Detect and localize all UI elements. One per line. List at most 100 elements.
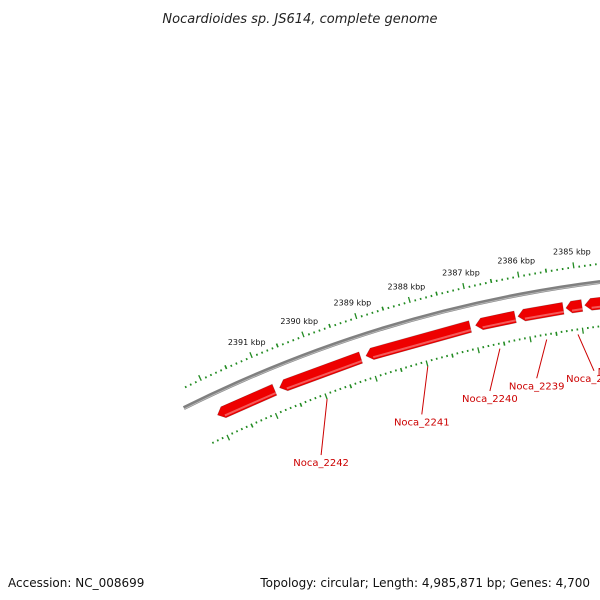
minor-tick	[328, 323, 332, 329]
major-tick	[324, 393, 328, 400]
minor-tick	[184, 385, 187, 389]
minor-tick	[544, 268, 548, 273]
minor-tick	[555, 331, 558, 336]
minor-tick	[339, 387, 342, 391]
major-tick	[425, 360, 429, 367]
major-tick	[581, 327, 584, 334]
minor-tick	[369, 377, 372, 380]
gene-noca-2242[interactable]	[279, 351, 363, 392]
minor-tick	[430, 294, 433, 298]
minor-tick	[441, 292, 444, 295]
minor-tick	[323, 327, 326, 330]
minor-tick	[376, 309, 379, 313]
gene-track	[217, 294, 600, 419]
scale-label: 2391 kbp	[228, 338, 266, 347]
minor-tick	[384, 372, 387, 375]
gene-label-noca-2241[interactable]: Noca_2241	[394, 417, 450, 428]
minor-tick	[209, 373, 213, 377]
label-leader-line	[421, 366, 429, 415]
minor-tick	[482, 346, 485, 349]
major-tick	[374, 375, 378, 382]
minor-tick	[211, 441, 215, 444]
accession-text: Accession: NC_008699	[8, 576, 144, 590]
gene-noca-2237[interactable]	[584, 294, 600, 311]
minor-tick	[410, 364, 413, 368]
minor-tick	[405, 366, 408, 369]
scale-label: 2390 kbp	[280, 317, 318, 326]
minor-tick	[235, 430, 239, 433]
gene-partial-shade	[224, 392, 277, 417]
major-tick	[249, 352, 253, 359]
gene-noca-2241[interactable]	[365, 320, 472, 360]
minor-tick	[309, 398, 312, 402]
minor-tick	[451, 353, 454, 358]
gene-labels: Noca_2234Noca_2235Noca_2237Noca_2238Noca…	[293, 334, 600, 469]
scale-label: 2386 kbp	[497, 257, 535, 266]
minor-tick	[260, 351, 264, 354]
minor-tick	[240, 360, 243, 363]
gene-label-noca-2240[interactable]: Noca_2240	[462, 394, 518, 405]
minor-tick	[350, 318, 353, 321]
map-title: Nocardioides sp. JS614, complete genome	[162, 12, 437, 27]
minor-tick	[403, 302, 406, 305]
gene-noca-2240[interactable]	[475, 310, 517, 331]
minor-tick	[286, 341, 290, 344]
minor-tick	[371, 311, 374, 315]
gene-label-noca-2242[interactable]: Noca_2242	[293, 458, 349, 469]
minor-tick	[204, 376, 208, 379]
minor-tick	[221, 436, 224, 440]
gene-noca-2242-shade	[286, 359, 363, 390]
label-leader-line	[489, 348, 501, 392]
gene-noca-2239[interactable]	[517, 302, 565, 322]
minor-tick	[281, 343, 284, 346]
major-tick	[517, 271, 520, 278]
minor-tick	[318, 329, 321, 332]
major-tick	[226, 434, 231, 441]
minor-tick	[334, 389, 337, 392]
minor-tick	[284, 408, 287, 412]
major-tick	[274, 412, 279, 419]
minor-tick	[379, 374, 382, 377]
scale-label: 2385 kbp	[553, 248, 591, 257]
minor-tick	[387, 306, 390, 310]
label-leader-line	[536, 339, 548, 379]
gene-label-noca-2239[interactable]: Noca_2239	[509, 381, 565, 392]
minor-tick	[430, 358, 433, 362]
gene-noca-2238-shade	[571, 308, 583, 312]
minor-tick	[389, 370, 392, 374]
gene-partial[interactable]	[217, 383, 278, 419]
minor-tick	[471, 348, 474, 351]
minor-tick	[214, 371, 218, 374]
minor-tick	[344, 320, 347, 323]
minor-tick	[216, 439, 219, 442]
minor-tick	[271, 347, 274, 350]
minor-tick	[240, 427, 244, 431]
minor-tick	[366, 313, 369, 316]
backbone-highlight	[183, 282, 600, 410]
gene-noca-2240-shade	[482, 319, 517, 329]
major-tick	[462, 282, 465, 290]
minor-tick	[292, 339, 295, 342]
scale-label: 2389 kbp	[334, 299, 372, 308]
minor-tick	[299, 402, 303, 407]
gene-label-noca-2238[interactable]: Noca_2238	[566, 374, 600, 385]
gene-label-noca-2237[interactable]: Noca_2237	[598, 367, 600, 378]
scale-label: 2388 kbp	[388, 282, 426, 291]
gene-noca-2237-shade	[591, 305, 600, 309]
minor-tick	[314, 396, 317, 400]
minor-tick	[224, 364, 228, 370]
major-tick	[529, 336, 532, 343]
major-tick	[198, 374, 202, 381]
minor-tick	[235, 362, 238, 365]
minor-tick	[452, 289, 455, 292]
minor-tick	[265, 417, 268, 420]
backbone-arc	[182, 280, 600, 410]
minor-tick	[260, 419, 263, 422]
minor-tick	[313, 331, 316, 334]
minor-tick	[359, 380, 362, 384]
minor-tick	[468, 285, 471, 288]
gene-noca-2238[interactable]	[565, 299, 584, 314]
major-tick	[354, 313, 358, 320]
minor-tick	[319, 395, 322, 398]
